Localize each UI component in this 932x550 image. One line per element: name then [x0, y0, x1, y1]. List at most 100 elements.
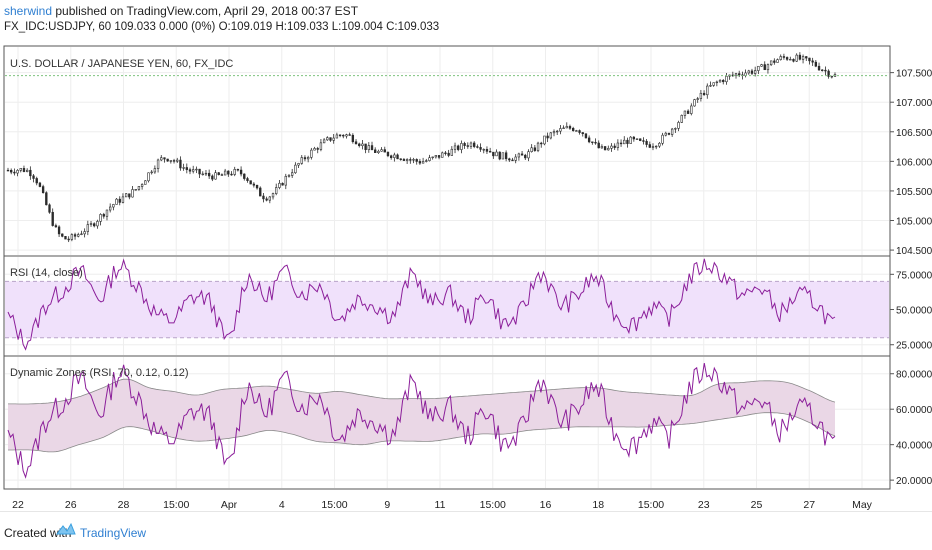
- footer: Created with TradingView: [4, 520, 404, 544]
- price-candle-body: [520, 153, 524, 156]
- price-candle-body: [556, 130, 559, 133]
- symbol-line: FX_IDC:USDJPY, 60 109.033 0.000 (0%) O:1…: [4, 21, 440, 33]
- price-candle-body: [639, 138, 642, 141]
- price-candle-body: [249, 180, 252, 185]
- price-candle-body: [405, 159, 409, 161]
- price-candle-body: [651, 146, 655, 148]
- price-candle-body: [354, 141, 358, 145]
- price-candle-body: [683, 110, 687, 116]
- price-candle-body: [144, 180, 147, 185]
- price-candle-body: [233, 169, 236, 175]
- price-candle-body: [565, 126, 568, 129]
- price-candle-body: [485, 149, 489, 152]
- price-candle-body: [517, 153, 521, 158]
- price-candle-body: [380, 149, 383, 152]
- author-link[interactable]: sherwind: [4, 4, 53, 18]
- x-tick-label: May: [852, 499, 873, 511]
- price-candle-body: [342, 134, 345, 137]
- x-tick-label: 4: [279, 499, 285, 511]
- price-candle-body: [827, 70, 830, 77]
- y-axis-layer: 107.5000 107.0000 106.5000 106.0000 105.5000…: [890, 69, 932, 487]
- y-tick-label: 106.0000: [896, 157, 932, 168]
- price-candle-body: [437, 155, 441, 158]
- price-candle-body: [626, 139, 629, 144]
- price-candle-body: [396, 154, 399, 160]
- y-tick-label: 20.0000: [896, 476, 932, 487]
- rsi-line: [7, 258, 836, 351]
- price-candle-body: [524, 154, 527, 159]
- price-candle-body: [297, 163, 300, 166]
- price-candle-body: [661, 134, 664, 144]
- price-candle-body: [824, 69, 827, 72]
- price-candle-body: [45, 192, 48, 206]
- dynamic-zone-lower-line: [8, 412, 836, 453]
- price-candle-body: [319, 142, 323, 150]
- price-candle-body: [374, 149, 377, 153]
- price-candle-body: [150, 171, 153, 174]
- price-candle-body: [153, 168, 157, 173]
- y-tick-label: 105.5000: [896, 187, 932, 198]
- price-candle-body: [690, 105, 693, 114]
- published-text: published on TradingView.com, April 29, …: [55, 4, 359, 18]
- price-candle-body: [329, 137, 332, 141]
- price-candle-body: [498, 151, 501, 160]
- price-candle-body: [201, 173, 204, 176]
- y-tick-label: 80.0000: [896, 370, 932, 381]
- tradingview-brand-link[interactable]: TradingView: [80, 526, 147, 540]
- price-candle-body: [89, 223, 93, 225]
- price-candle-body: [607, 147, 610, 151]
- footer-divider: [0, 511, 932, 512]
- tradingview-logo-icon[interactable]: [56, 521, 76, 539]
- price-candle-body: [798, 54, 802, 60]
- price-candle-body: [670, 128, 674, 135]
- x-tick-label: 15:00: [321, 499, 347, 511]
- price-candle-body: [552, 131, 556, 134]
- price-candle-body: [169, 160, 173, 162]
- price-candle-body: [115, 198, 118, 205]
- price-candle-body: [792, 58, 795, 62]
- price-candle-body: [821, 69, 824, 72]
- price-candle-body: [734, 73, 738, 76]
- price-candle-body: [262, 195, 265, 200]
- price-candle-body: [112, 204, 115, 208]
- price-candle-body: [635, 138, 639, 140]
- price-candle-body: [645, 140, 648, 145]
- x-tick-label: 25: [751, 499, 763, 511]
- price-candle-body: [658, 142, 661, 147]
- price-candle-body: [6, 169, 10, 172]
- price-candle-body: [789, 58, 792, 61]
- price-candle-body: [428, 157, 431, 161]
- price-candle-body: [105, 209, 109, 217]
- price-candle-body: [533, 147, 537, 151]
- price-candle-body: [801, 56, 805, 60]
- price-candle-body: [600, 146, 604, 149]
- price-candle-body: [546, 135, 549, 139]
- price-candle-body: [246, 178, 249, 181]
- price-candle-body: [584, 133, 588, 139]
- price-candle-body: [198, 168, 201, 175]
- price-candle-body: [313, 148, 316, 151]
- price-candle-body: [540, 142, 543, 145]
- price-candle-body: [562, 127, 565, 129]
- price-candle-body: [425, 160, 428, 162]
- price-candle-body: [591, 141, 594, 143]
- price-candle-body: [677, 122, 680, 129]
- x-tick-label: 18: [592, 499, 604, 511]
- price-candle-body: [769, 60, 773, 66]
- price-candle-body: [482, 149, 485, 151]
- price-candle-body: [702, 92, 706, 96]
- price-candle-body: [597, 142, 600, 149]
- price-candle-body: [629, 136, 632, 144]
- price-candle-body: [358, 143, 361, 147]
- price-candle-body: [511, 159, 514, 162]
- price-candle-body: [128, 193, 131, 198]
- price-candle-body: [217, 172, 220, 175]
- price-candle-body: [738, 73, 741, 76]
- price-candle-body: [41, 186, 45, 193]
- x-tick-label: 28: [118, 499, 130, 511]
- dz-pane-frame: [3, 355, 891, 490]
- price-candle-body: [377, 150, 380, 153]
- price-candle-body: [243, 173, 246, 179]
- price-candle-body: [57, 226, 61, 235]
